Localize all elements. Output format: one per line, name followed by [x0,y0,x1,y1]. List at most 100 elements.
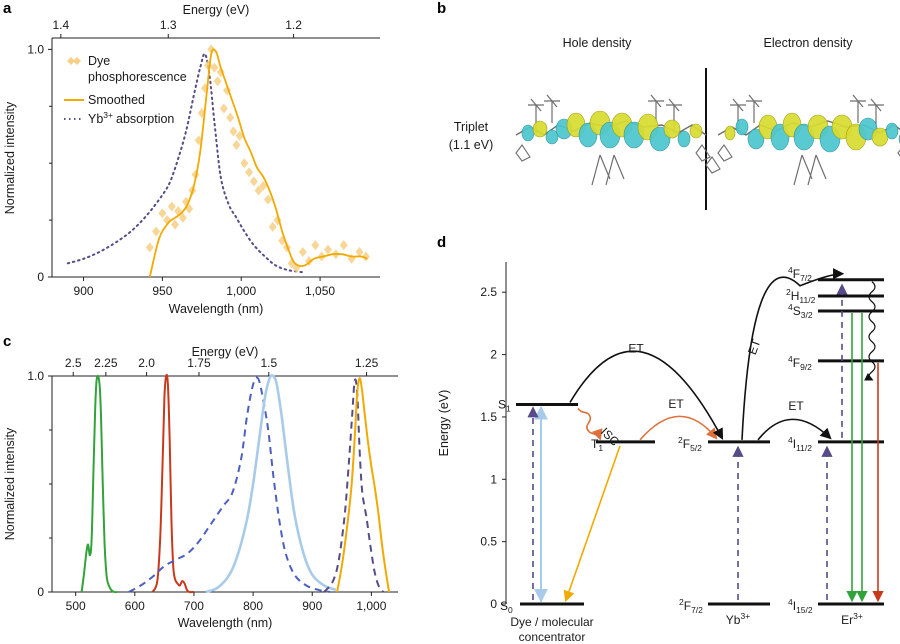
electron-bond-sidechain [807,154,827,186]
electron-orbital-lobe [735,118,749,136]
panel-a-data-point [264,194,273,205]
panel-c-ytick-label: 0 [37,585,44,599]
panel-c-xlabel: Wavelength (nm) [178,616,273,630]
label-t1: T1 [591,437,603,453]
panel-a-toptick-label: 1.2 [285,18,302,32]
hole-bond-sidechain [544,94,560,123]
panel-c-xtick-label: 600 [125,599,145,613]
hole-orbital-lobe [521,124,535,142]
panel-a-chart: 900 950 1,000 1,050 0 1.0 1.4 1.3 1.2 Wavelength… [3,3,380,316]
arrow-et-yb-er-upper [741,268,845,440]
panel-a-data-point [323,244,332,255]
panel-a-xtick-label: 900 [74,284,94,298]
panel-c-ytick-label: 1.0 [27,369,44,383]
panel-d-ytick-label: 0 [490,597,497,611]
label-2h112: 2H11/2 [786,287,816,305]
panel-a-xlabel: Wavelength (nm) [169,302,264,316]
panel-d-ylabel: Energy (eV) [437,390,451,457]
panel-a-ytick-label: 1.0 [27,42,44,56]
hole-orbital-lobe [663,119,681,139]
hole-orbital-lobe [545,129,559,145]
label-et-yb-er: ET [788,399,804,413]
panel-c-top-xlabel: Energy (eV) [192,345,259,359]
triplet-label: Triplet [454,120,489,134]
panel-a-data-point [245,167,254,178]
panel-a-data-point [229,126,238,137]
label-et-s1: ET [628,341,644,355]
panel-d-ytick-label: 0.5 [480,535,497,549]
hole-orbital-lobe [689,123,703,139]
panel-a-data-point [226,112,235,123]
panel-a-data-point [158,208,167,219]
panel-b-orbitals: Hole density Electron density Triplet (1… [449,36,900,210]
hole-bond-ring [705,156,721,174]
panel-a-data-point [152,226,161,237]
label-s0: S0 [500,599,513,615]
electron-orbital-lobe [724,125,736,141]
legend-marker-dye [67,57,75,65]
panel-a-data-point [268,221,277,232]
arrow-t1-s0-phosphorescence [563,445,621,603]
electron-density-title: Electron density [764,36,854,50]
hole-bond-ring [515,144,531,162]
panel-a-data-point [240,158,249,169]
label-et-upper: ET [745,337,764,357]
hole-density-title: Hole density [563,36,633,50]
arrow-et-t1-yb [639,415,718,441]
panel-d-label: d [437,234,446,251]
arrow-nonradiative-relaxation [864,281,876,381]
arrow-isc [577,407,603,441]
panel-a-top-xlabel: Energy (eV) [183,3,250,17]
panel-d-ytick-label: 2 [490,348,497,362]
hole-bond-sidechain [605,154,625,186]
arrow-et-yb-er [757,418,832,441]
panel-a-label: a [3,0,12,17]
legend-marker-dye-2 [73,57,81,65]
dye-label-line1: Dye / molecular [510,615,593,629]
electron-orbital-lobe [871,127,889,147]
panel-a-data-point [259,180,268,191]
hole-bond-ring [695,144,711,162]
panel-c-series-blue_dash [128,376,331,593]
label-4s32: 4S3/2 [788,302,813,320]
electron-orbital-lobe [885,122,899,140]
panel-c-toptick-label: 1.25 [355,356,379,370]
panel-a-data-point [298,246,307,257]
panel-a-toptick-label: 1.3 [160,18,177,32]
electron-density-molecule [717,94,900,186]
yb-label: Yb3+ [726,611,750,627]
panel-a-data-point [145,242,154,253]
panel-a-series-smoothed [148,48,368,278]
electron-bond-sidechain [746,94,762,123]
panel-d-ytick-label: 2.5 [480,285,497,299]
panel-c-series-green [80,374,118,594]
panel-a-data-point [361,251,370,262]
legend-dye-line1: Dye [88,54,110,68]
panel-c-series-red [151,373,194,594]
panel-b-label: b [437,0,446,17]
panel-c-toptick-label: 1.5 [260,356,277,370]
panel-d-ytick-label: 1 [490,472,497,486]
panel-d-ytick-label: 1.5 [480,410,497,424]
electron-bond-sidechain [850,94,866,123]
panel-a-toptick-label: 1.4 [52,18,69,32]
hole-orbital-lobe [677,130,691,148]
panel-c-xtick-label: 1,000 [356,599,386,613]
label-4i112: 4I11/2 [788,435,812,453]
panel-a-data-point [355,246,364,257]
legend-dye-line2: phosphorescence [88,70,187,84]
panel-a-series-yb-absorption [66,52,306,274]
panel-c-xtick-label: 900 [302,599,322,613]
panel-a-data-point [210,62,219,73]
panel-a-data-point [178,212,187,223]
arrow-et-s1-yb [569,350,724,440]
panel-a-ytick-label: 0 [37,270,44,284]
panel-a-xtick-label: 950 [152,284,172,298]
panel-a-data-point [235,130,244,141]
dye-label-line2: concentrator [519,630,586,644]
panel-c-label: c [3,333,11,350]
panel-a-data-point [311,240,320,251]
er-label: Er3+ [841,611,863,627]
legend-smoothed: Smoothed [88,93,145,107]
panel-c-toptick-label: 2.0 [138,356,155,370]
